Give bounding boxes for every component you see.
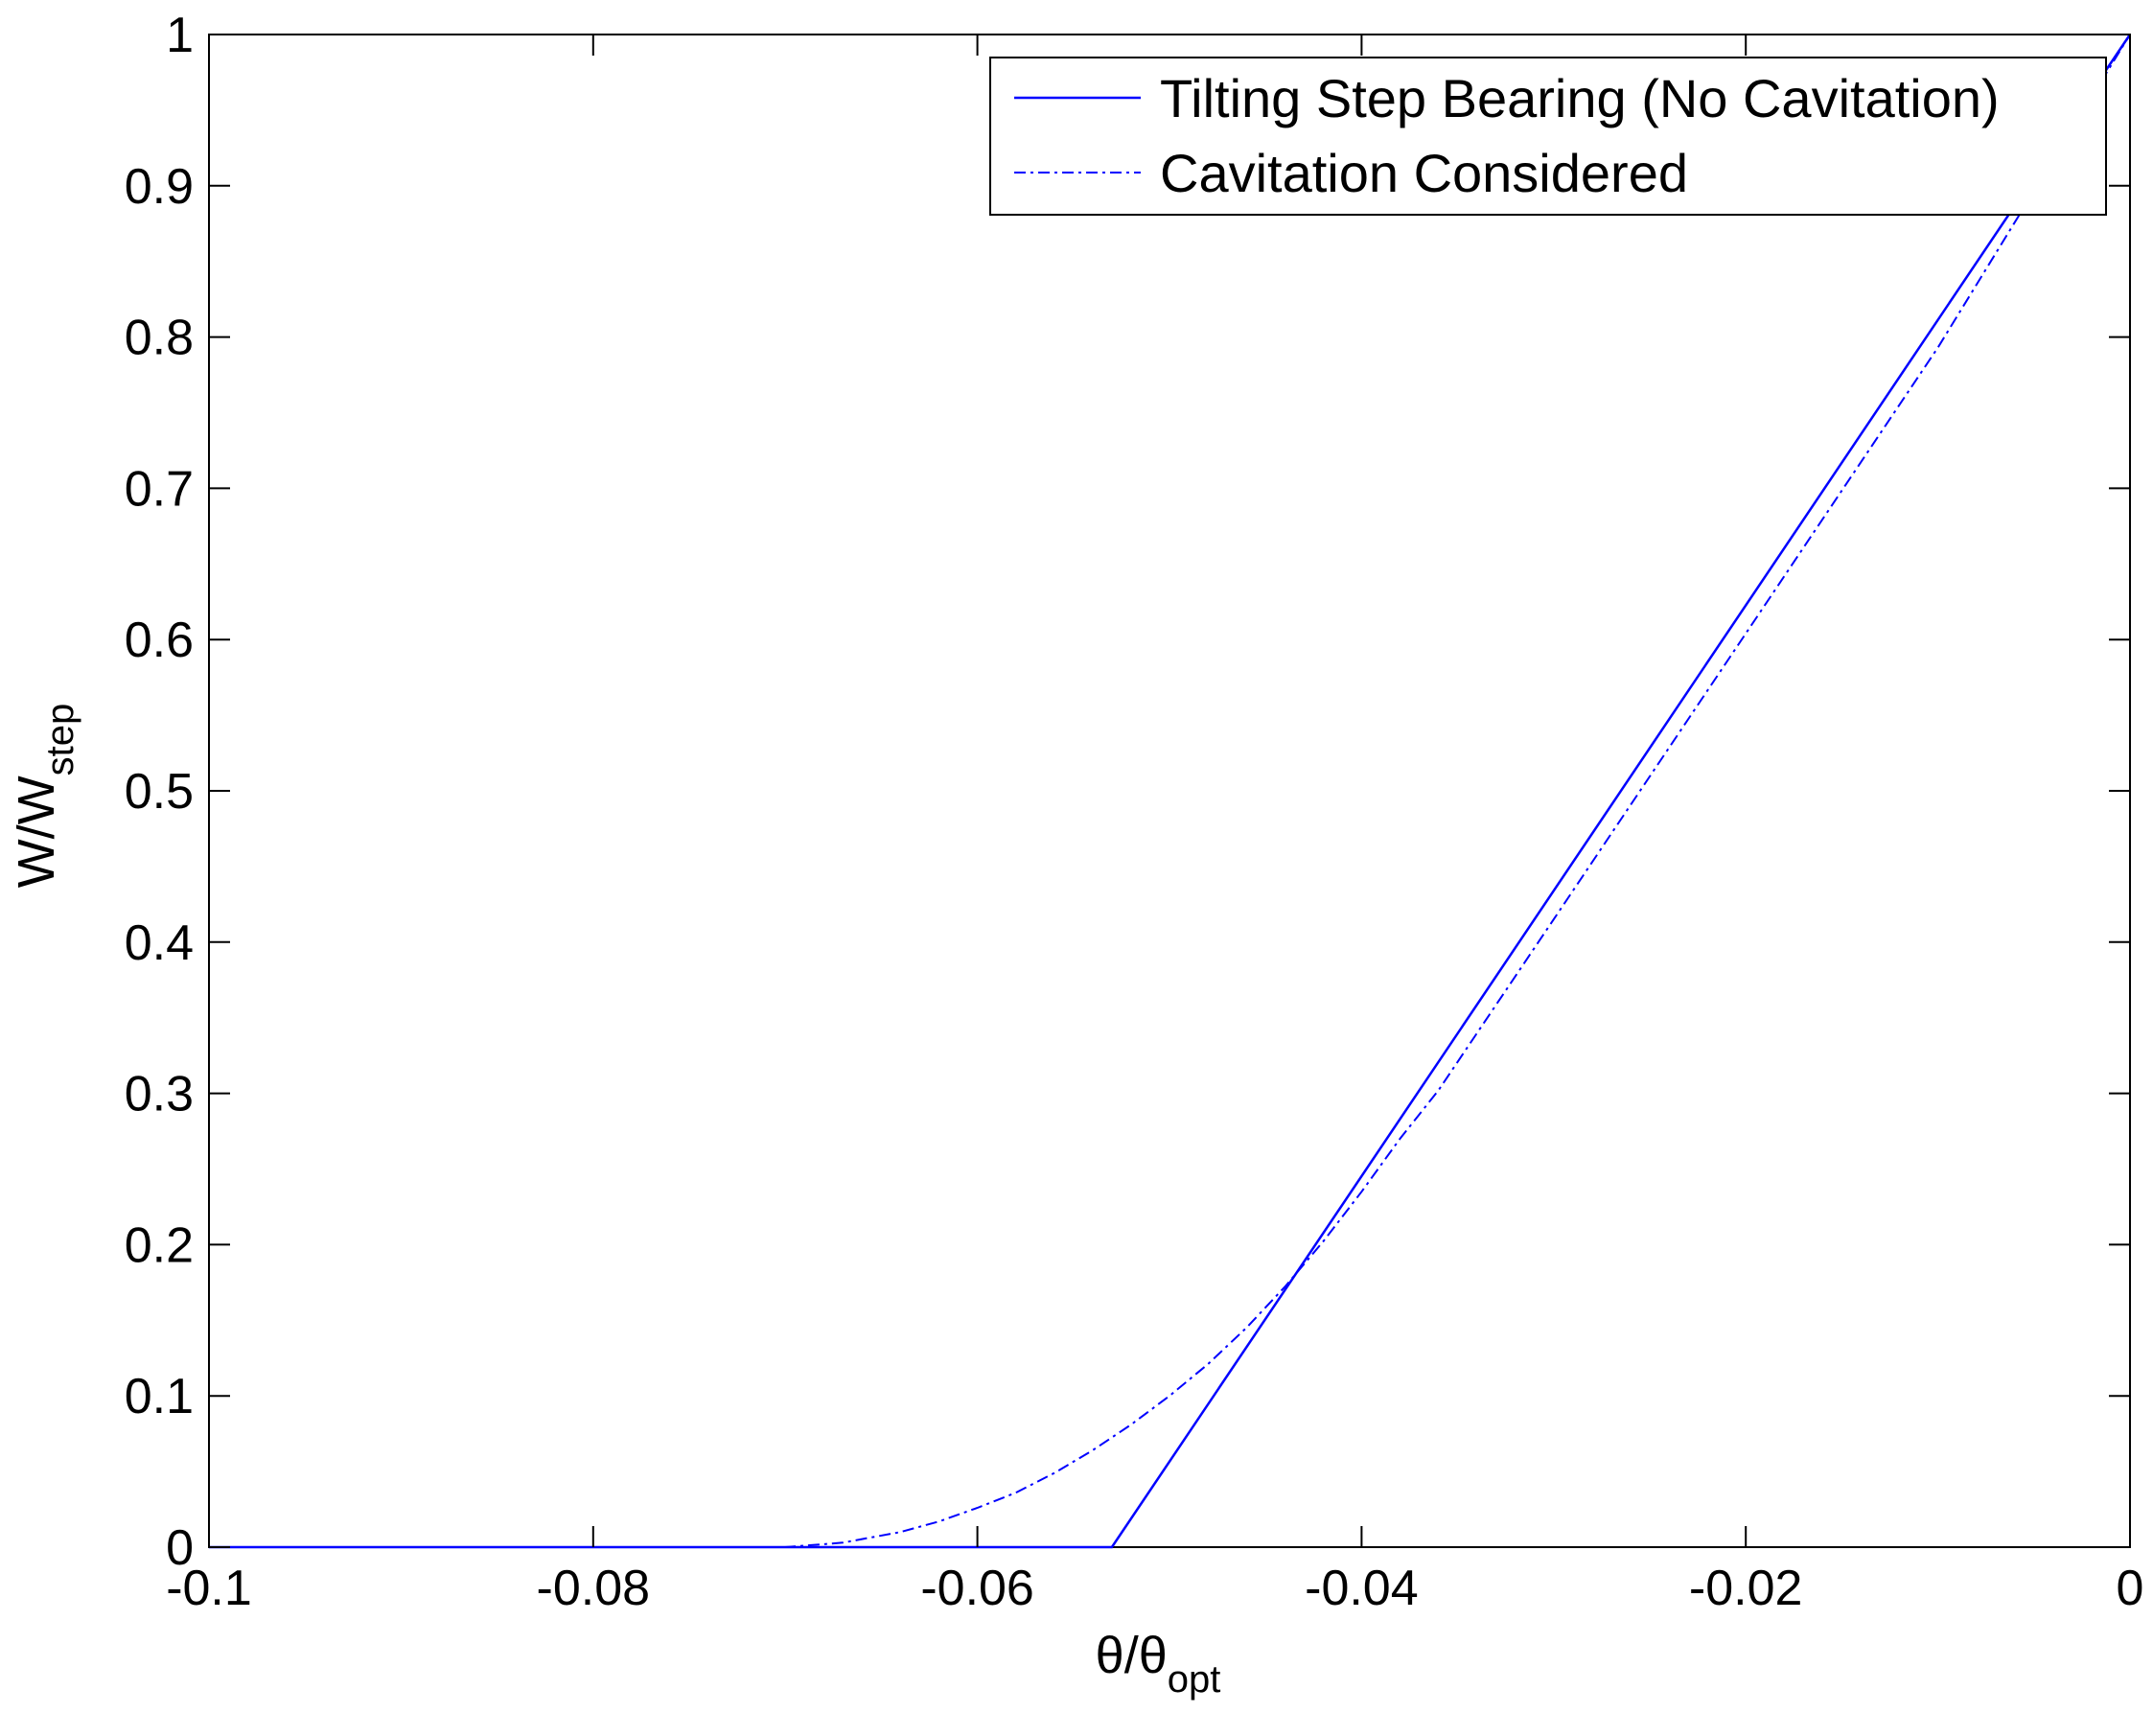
y-axis-label-subscript: step xyxy=(39,704,81,776)
y-tick-label: 0.4 xyxy=(125,915,194,971)
x-axis-label-subscript: opt xyxy=(1168,1658,1221,1701)
x-tick-label: 0 xyxy=(2117,1561,2144,1616)
y-tick-label: 0.7 xyxy=(125,461,194,517)
y-axis-label-main: W/W xyxy=(8,775,65,888)
axis-tick-labels: -0.1 -0.08 -0.06 -0.04 -0.02 0 0 0.1 0.2 0.3 0.4 0.… xyxy=(125,8,2144,1616)
x-axis-label: θ/θopt xyxy=(1096,1627,1221,1701)
x-tick-label: -0.08 xyxy=(537,1561,651,1616)
y-tick-label: 0.3 xyxy=(125,1067,194,1123)
x-tick-label: -0.04 xyxy=(1305,1561,1419,1616)
legend-label-series-2: Cavitation Considered xyxy=(1160,143,1688,203)
y-tick-label: 0.1 xyxy=(125,1369,194,1424)
y-tick-label: 0.5 xyxy=(125,764,194,820)
y-tick-label: 0.6 xyxy=(125,613,194,668)
y-tick-label: 0.8 xyxy=(125,311,194,366)
y-axis-label: W/Wstep xyxy=(8,704,81,889)
y-tick-label: 0.2 xyxy=(125,1217,194,1273)
legend-label-series-1: Tilting Step Bearing (No Cavitation) xyxy=(1160,68,2000,128)
x-tick-label: -0.1 xyxy=(166,1561,252,1616)
axis-ticks xyxy=(208,34,2131,1548)
x-axis-label-main: θ/θ xyxy=(1096,1627,1168,1684)
series-line-1 xyxy=(209,34,2132,1549)
legend: Tilting Step Bearing (No Cavitation) Cav… xyxy=(989,57,2107,216)
x-tick-label: -0.06 xyxy=(920,1561,1034,1616)
series-line-2 xyxy=(209,34,2131,1548)
legend-box xyxy=(989,57,2107,216)
y-tick-label: 0.9 xyxy=(125,159,194,215)
y-tick-label: 0 xyxy=(166,1520,194,1576)
y-tick-label: 1 xyxy=(166,8,194,63)
x-tick-label: -0.02 xyxy=(1689,1561,1803,1616)
